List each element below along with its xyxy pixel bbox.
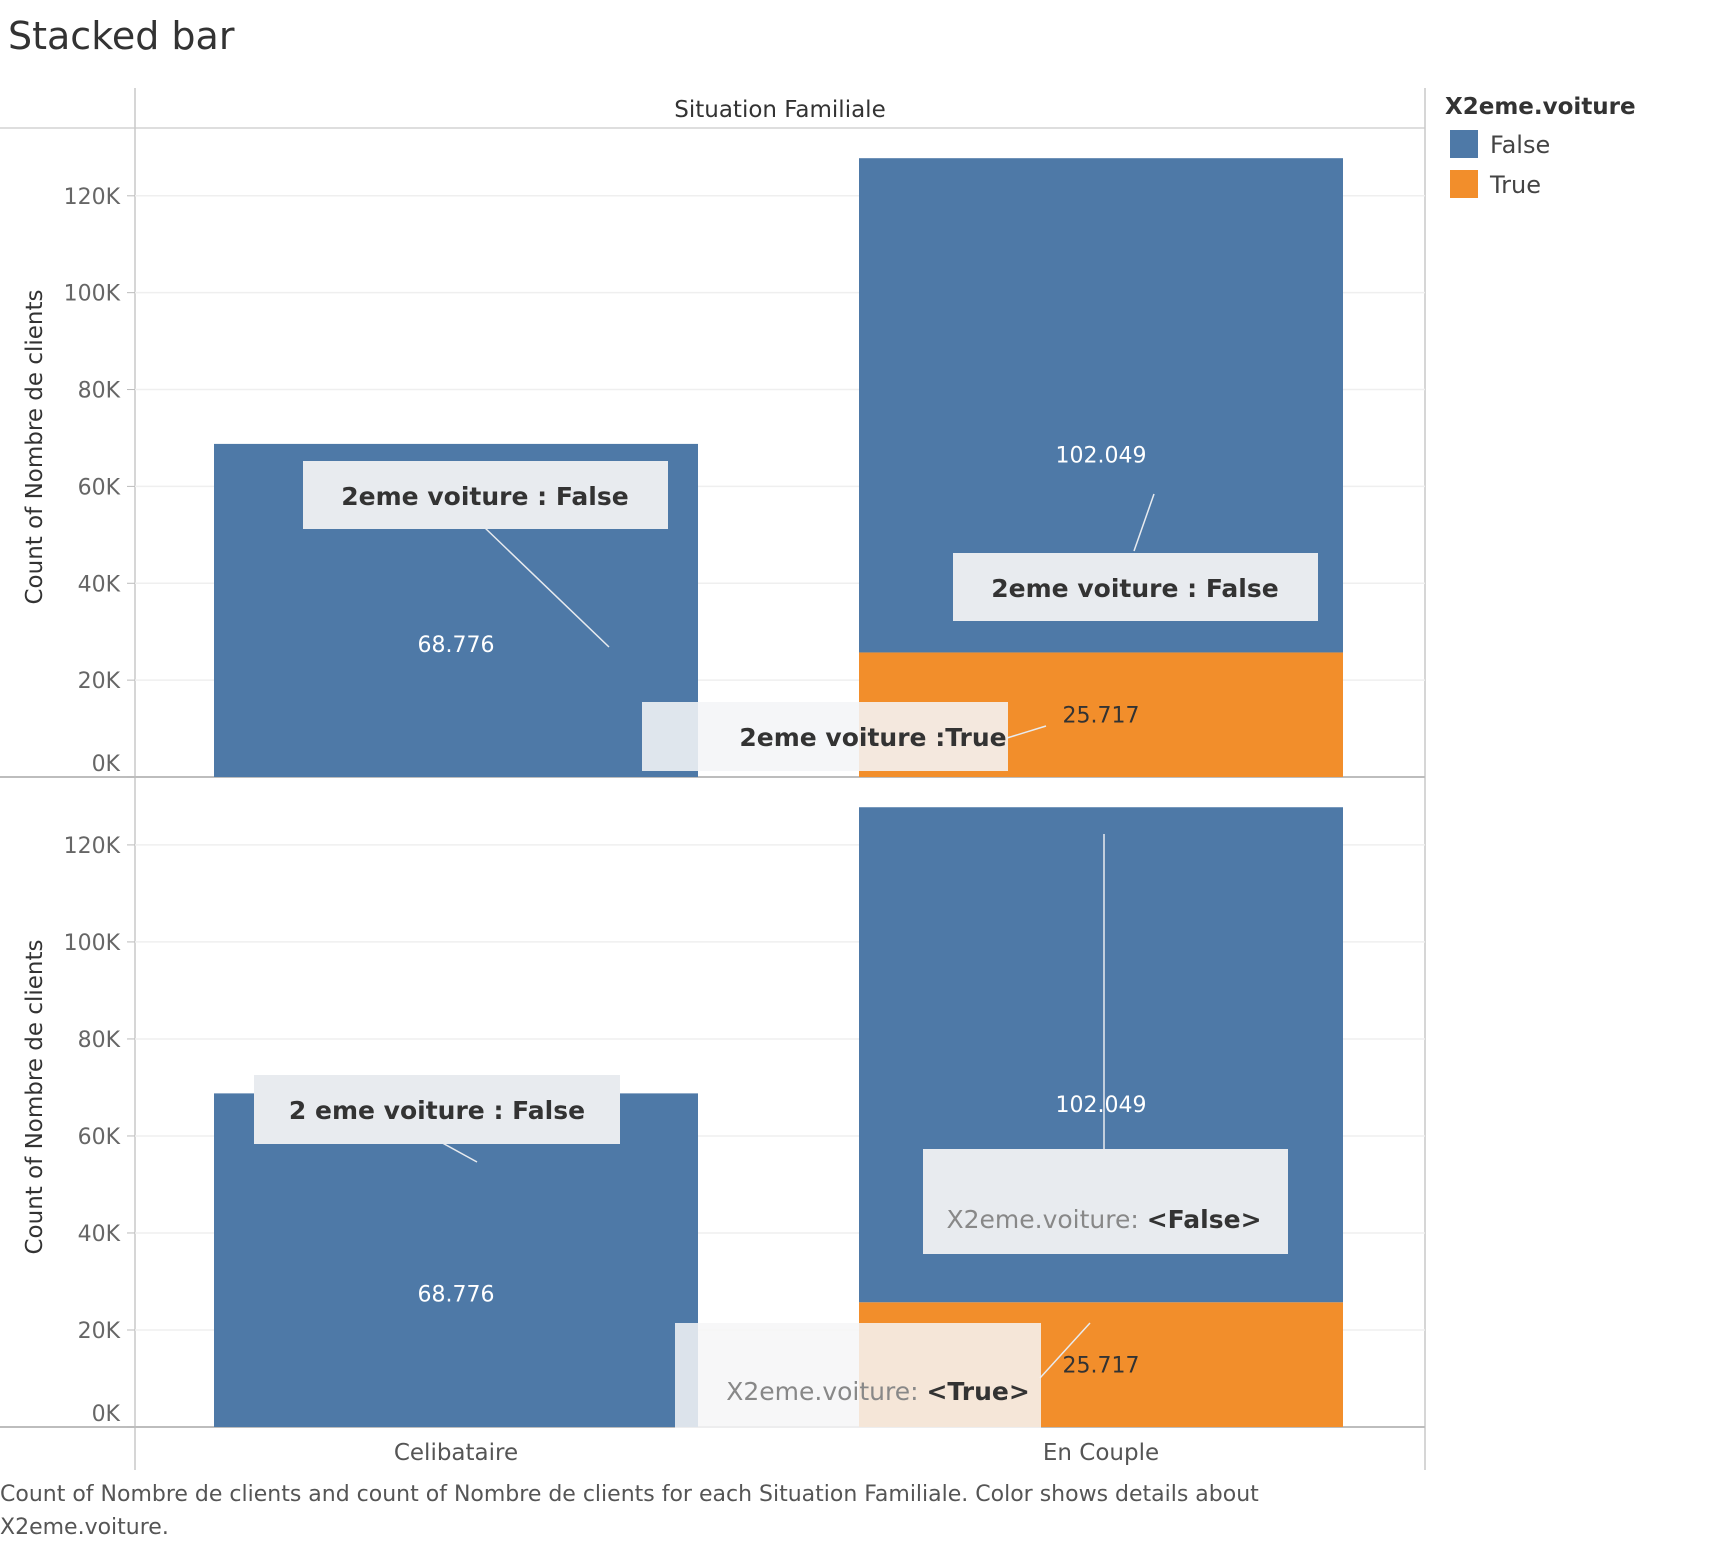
annotation-value: <True>	[926, 1377, 1029, 1406]
y-tick-label: 0K	[92, 1402, 121, 1427]
annotation-label: 2 eme voiture : False	[289, 1096, 585, 1125]
data-label: 68.776	[418, 1283, 495, 1308]
annotation-box	[675, 1323, 1041, 1428]
annotation-value: <False>	[1147, 1205, 1262, 1234]
y-axis-label-top: Count of Nombre de clients	[22, 289, 48, 604]
data-labels: 68.776 25.717 102.049 68.776 25.717 102.049	[418, 444, 1147, 1379]
annotations-layer: 2eme voiture : False 2eme voiture : False…	[254, 461, 1318, 1428]
y-tick-label: 120K	[64, 185, 121, 210]
annotation-box	[953, 553, 1318, 621]
annotation-box	[642, 702, 1008, 771]
annotation-prefix: X2eme.voiture:	[726, 1377, 926, 1406]
x-tick-celibataire: Celibataire	[394, 1440, 518, 1466]
y-tick-label: 0K	[92, 752, 121, 777]
annotation-box	[254, 1075, 620, 1144]
legend-title: X2eme.voiture	[1445, 94, 1636, 120]
annotation-prefix: X2eme.voiture:	[946, 1205, 1146, 1234]
y-tick-label: 120K	[64, 834, 121, 859]
y-tick-label: 80K	[78, 379, 121, 404]
annotation-leader	[1039, 1322, 1091, 1379]
x-tick-en-couple: En Couple	[1043, 1440, 1159, 1466]
y-tick-label: 100K	[64, 282, 121, 307]
annotation-label: 2eme voiture : False	[341, 482, 628, 511]
y-tick-label: 60K	[78, 1125, 121, 1150]
data-label: 25.717	[1063, 1354, 1140, 1379]
y-tick-label: 80K	[78, 1028, 121, 1053]
annotation-label: X2eme.voiture: <True>	[726, 1377, 1030, 1406]
stacked-bar-chart: 0K 20K 40K 60K 80K 100K 120K 0K 20K 40K 60K 80K 100K…	[0, 88, 1426, 1470]
y-tick-label: 100K	[64, 931, 121, 956]
data-label: 102.049	[1056, 1093, 1147, 1118]
chart-caption: Count of Nombre de clients and count of …	[0, 1482, 1259, 1540]
y-tick-label: 60K	[78, 475, 121, 500]
annotation-label: 2eme voiture : False	[991, 574, 1278, 603]
legend-swatch-true	[1450, 170, 1478, 198]
column-header: Situation Familiale	[674, 97, 885, 123]
y-tick-label: 20K	[78, 1319, 121, 1344]
annotation-box	[303, 461, 668, 529]
y-tick-label: 40K	[78, 572, 121, 597]
data-label: 102.049	[1056, 444, 1147, 469]
y-axis-label-bottom: Count of Nombre de clients	[22, 939, 48, 1254]
legend-item-true[interactable]: True	[1450, 170, 1541, 199]
annotation-label: X2eme.voiture: <False>	[946, 1205, 1261, 1234]
data-label: 25.717	[1063, 704, 1140, 729]
annotation-leader	[483, 526, 610, 648]
legend-item-false[interactable]: False	[1450, 130, 1550, 159]
y-ticks: 0K 20K 40K 60K 80K 100K 120K 0K 20K 40K 60K 80K 100K…	[64, 185, 135, 1428]
annotation-leader	[1006, 725, 1047, 739]
legend-label-true: True	[1490, 171, 1541, 199]
annotation-label: 2eme voiture :True	[739, 723, 1006, 752]
chart-title: Stacked bar	[8, 14, 235, 58]
bar-segment	[214, 1093, 698, 1427]
y-tick-label: 40K	[78, 1222, 121, 1247]
annotation-leader	[1133, 493, 1155, 552]
annotation-box	[923, 1149, 1288, 1254]
legend-swatch-false	[1450, 130, 1478, 158]
legend-label-false: False	[1490, 131, 1551, 159]
data-label: 68.776	[418, 633, 495, 658]
y-tick-label: 20K	[78, 669, 121, 694]
